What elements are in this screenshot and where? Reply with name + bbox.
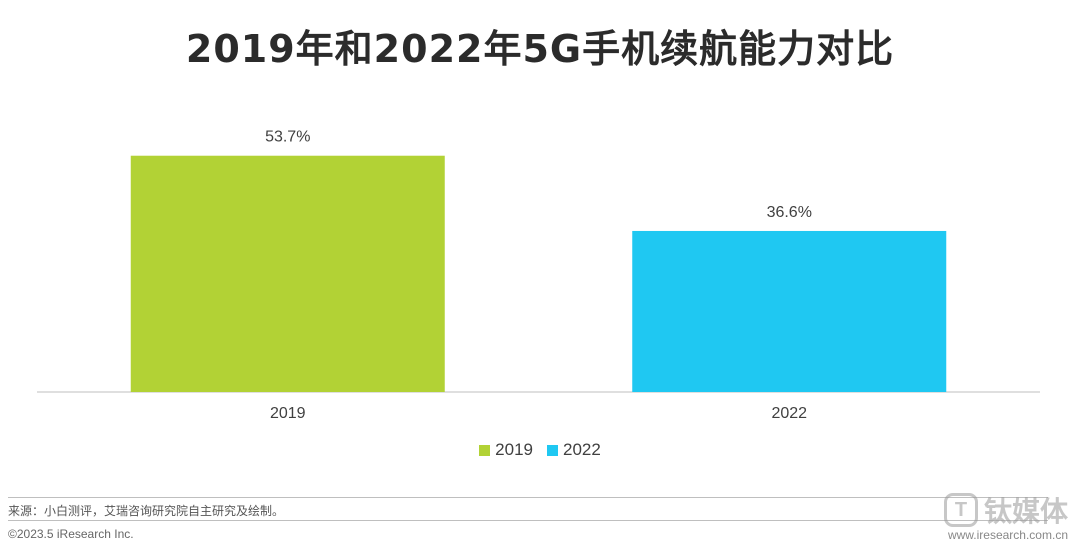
footer-divider-bottom — [8, 520, 1048, 521]
copyright: ©2023.5 iResearch Inc. — [8, 527, 134, 541]
data-label-2022: 36.6% — [767, 204, 812, 221]
watermark-text: 钛媒体 — [983, 495, 1068, 528]
legend-label-2019: 2019 — [495, 440, 533, 459]
watermark-logo-icon: T — [943, 493, 978, 527]
legend-item-2022: 2022 — [547, 440, 601, 460]
bar-2019 — [130, 155, 445, 392]
bar-2022 — [632, 230, 947, 392]
watermark-url: www.iresearch.com.cn — [947, 528, 1068, 542]
legend-label-2022: 2022 — [563, 440, 601, 459]
data-label-2019: 53.7% — [265, 129, 310, 146]
source-note: 来源：小白测评，艾瑞咨询研究院自主研究及绘制。 — [8, 504, 285, 518]
footer-divider-top — [8, 497, 1048, 498]
legend-swatch-2019 — [479, 444, 491, 456]
x-tick-label-2022: 2022 — [771, 405, 807, 422]
watermark: T 钛媒体 — [943, 490, 1068, 530]
chart-title: 2019年和2022年5G手机续航能力对比 — [185, 27, 895, 71]
legend-item-2019: 2019 — [479, 440, 533, 460]
legend: 2019 2022 — [0, 440, 1080, 460]
x-tick-label-2019: 2019 — [270, 405, 306, 422]
legend-swatch-2022 — [547, 444, 558, 456]
